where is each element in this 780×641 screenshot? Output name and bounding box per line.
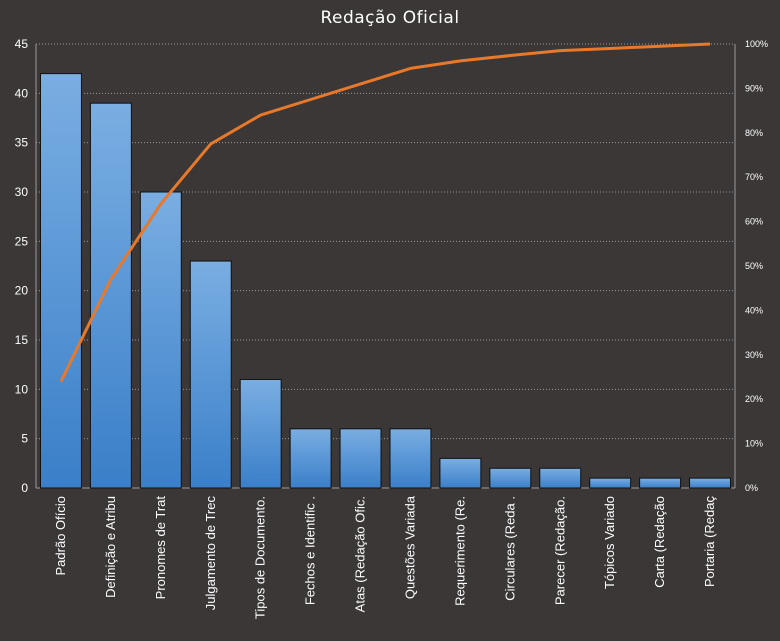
x-tick-label: Questões Variada xyxy=(402,495,417,599)
x-tick-label: Fechos e Identific . xyxy=(303,496,318,605)
y-tick-label-right: 50% xyxy=(745,261,763,271)
x-tick-label: Pronomes de Trat xyxy=(153,496,168,600)
y-tick-label-right: 90% xyxy=(745,83,763,93)
y-tick-label-right: 70% xyxy=(745,172,763,182)
y-tick-label-left: 45 xyxy=(15,37,29,51)
x-tick-label: Padrão Ofício xyxy=(53,496,68,576)
y-tick-label-left: 30 xyxy=(15,185,29,199)
x-tick-label: Julgamento de Trec xyxy=(203,496,218,611)
y-tick-label-left: 25 xyxy=(15,234,29,248)
y-tick-label-right: 0% xyxy=(745,483,758,493)
bar xyxy=(539,467,582,489)
x-tick-label: Definição e Atribu xyxy=(103,496,118,598)
y-tick-label-left: 20 xyxy=(15,284,29,298)
y-tick-label-right: 10% xyxy=(745,439,763,449)
bar xyxy=(289,428,332,489)
bar xyxy=(639,477,682,489)
y-tick-label-left: 5 xyxy=(21,432,28,446)
bar xyxy=(439,457,482,489)
y-tick-label-left: 40 xyxy=(15,86,29,100)
y-tick-label-left: 35 xyxy=(15,136,29,150)
bar xyxy=(489,467,532,489)
bar xyxy=(239,378,282,489)
bar xyxy=(339,428,382,489)
bar xyxy=(389,428,432,489)
x-tick-label: Circulares (Reda . xyxy=(502,496,517,601)
x-tick-label: Atas (Redação Ofic. xyxy=(353,496,368,612)
x-tick-label: Portaria (Redaç xyxy=(702,496,717,588)
bar xyxy=(139,191,182,489)
y-tick-label-left: 10 xyxy=(15,382,29,396)
cumulative-line xyxy=(59,42,711,383)
bar xyxy=(189,260,232,489)
y-tick-label-right: 100% xyxy=(745,39,768,49)
bar xyxy=(689,477,732,489)
y-tick-label-right: 80% xyxy=(745,128,763,138)
x-tick-label: Carta (Redação xyxy=(652,496,667,588)
y-tick-label-right: 60% xyxy=(745,217,763,227)
x-tick-label: Tipos de Documento. xyxy=(253,496,268,619)
chart-title: Redação Oficial xyxy=(320,8,460,28)
y-tick-label-right: 30% xyxy=(745,350,763,360)
x-tick-label: Requerimento (Re. xyxy=(452,496,467,606)
y-tick-label-right: 20% xyxy=(745,394,763,404)
y-tick-label-left: 15 xyxy=(15,333,29,347)
bar xyxy=(39,73,82,489)
bar xyxy=(89,102,132,489)
x-tick-label: Parecer (Redação. xyxy=(552,496,567,605)
y-tick-label-left: 0 xyxy=(21,481,28,495)
y-tick-label-right: 40% xyxy=(745,305,763,315)
bar xyxy=(589,477,632,489)
x-tick-label: Tópicos Variado xyxy=(602,496,617,589)
